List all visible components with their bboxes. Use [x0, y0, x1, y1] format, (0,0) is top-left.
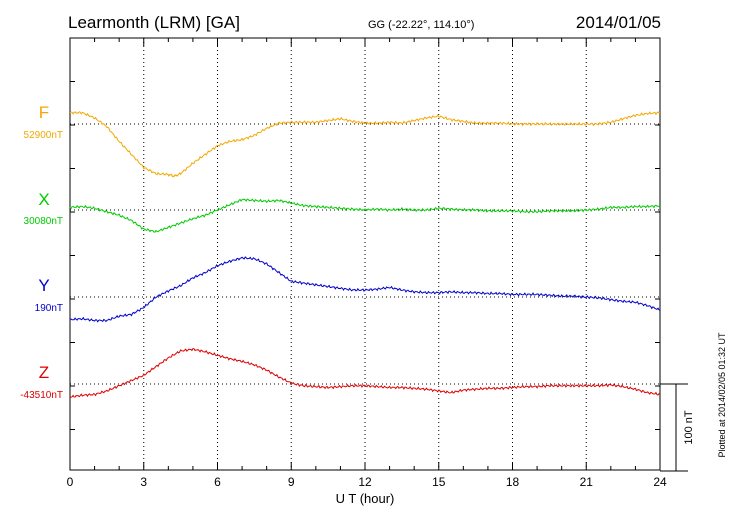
series-name-f: F: [39, 103, 49, 122]
x-tick-label: 18: [506, 475, 520, 489]
station-title: Learmonth (LRM) [GA]: [68, 13, 240, 32]
x-tick-label: 12: [358, 475, 372, 489]
x-tick-label: 0: [67, 475, 74, 489]
series-name-y: Y: [38, 276, 49, 295]
x-axis-title: U T (hour): [336, 491, 395, 506]
x-tick-label: 21: [580, 475, 594, 489]
grid-layer: [70, 38, 660, 470]
x-tick-label: 6: [214, 475, 221, 489]
series-baseline-x: 30080nT: [24, 216, 63, 227]
scale-bar-label: 100 nT: [683, 410, 695, 445]
series-baseline-y: 190nT: [35, 303, 63, 314]
scale-bar: 100 nT: [660, 383, 695, 472]
series-layer: F 52900nT X 30080nT Y 190nT Z -43510nT: [20, 103, 661, 401]
tick-layer: 0 3 6 9 12 15 18 21 24: [67, 38, 667, 489]
plotted-at-label: Plotted at 2014/02/05 01:32 UT: [717, 332, 727, 458]
series-line-z: [70, 348, 661, 398]
x-tick-label: 24: [653, 475, 667, 489]
series-line-y: [69, 256, 661, 323]
date-label: 2014/01/05: [576, 13, 661, 32]
coordinates-label: GG (-22.22°, 114.10°): [368, 19, 474, 31]
series-name-z: Z: [39, 363, 49, 382]
x-tick-label: 9: [288, 475, 295, 489]
series-name-x: X: [38, 190, 49, 209]
series-line-f: [69, 111, 661, 178]
series-baseline-f: 52900nT: [24, 130, 63, 141]
x-tick-label: 15: [432, 475, 446, 489]
series-line-x: [69, 198, 661, 233]
series-baseline-z: -43510nT: [20, 390, 63, 401]
x-tick-label: 3: [140, 475, 147, 489]
